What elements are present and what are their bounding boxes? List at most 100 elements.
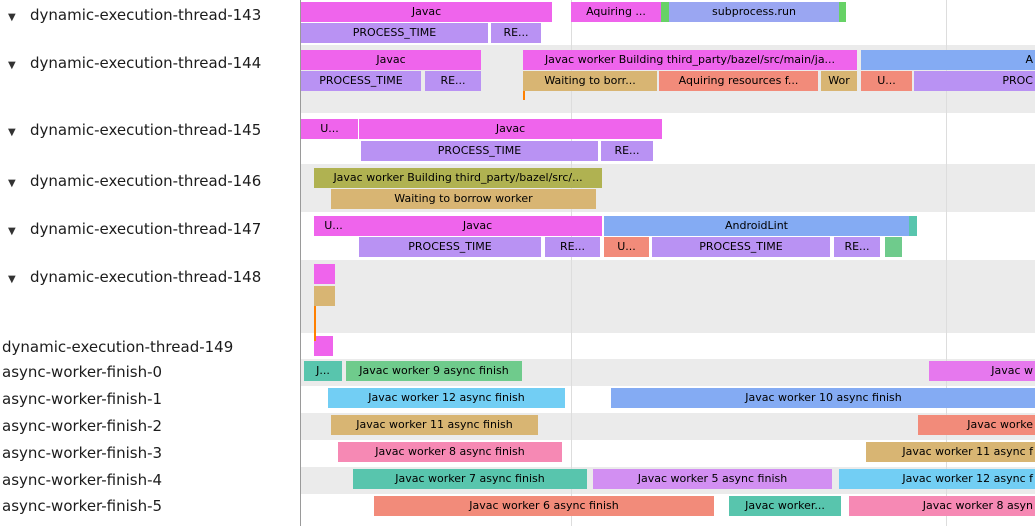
sidebar-row-async-worker-finish-0[interactable]: async-worker-finish-0 xyxy=(0,361,300,383)
trace-slice[interactable]: Javac worker 11 async finish xyxy=(331,415,538,435)
trace-slice[interactable]: Javac worker 12 async f xyxy=(839,469,1035,489)
trace-slice[interactable]: Javac xyxy=(359,119,662,139)
trace-slice[interactable]: Javac worker 11 async f xyxy=(866,442,1035,462)
trace-slice[interactable]: U... xyxy=(861,71,912,91)
trace-slice[interactable]: Wor xyxy=(821,71,857,91)
track-name-label: dynamic-execution-thread-148 xyxy=(30,268,262,286)
trace-slice[interactable]: RE... xyxy=(425,71,481,91)
collapse-arrow-icon[interactable]: ▼ xyxy=(8,127,16,138)
trace-slice[interactable]: Javac worker 8 asyn xyxy=(849,496,1035,516)
trace-slice-label: Javac worker 11 async f xyxy=(902,445,1033,458)
trace-slice-label: Javac xyxy=(411,5,442,18)
trace-slice[interactable]: U... xyxy=(604,237,649,257)
sidebar-row-dynamic-execution-thread-146[interactable]: ▼ dynamic-execution-thread-146 xyxy=(0,170,300,192)
trace-slice[interactable] xyxy=(909,216,917,236)
trace-slice[interactable]: RE... xyxy=(545,237,600,257)
track-name-label: dynamic-execution-thread-146 xyxy=(30,172,262,190)
trace-slice[interactable]: RE... xyxy=(491,23,541,43)
sidebar-row-async-worker-finish-1[interactable]: async-worker-finish-1 xyxy=(0,388,300,410)
collapse-arrow-icon[interactable]: ▼ xyxy=(8,60,16,71)
trace-slice[interactable]: Aquiring ... xyxy=(571,2,661,22)
sidebar-row-dynamic-execution-thread-148[interactable]: ▼ dynamic-execution-thread-148 xyxy=(0,266,300,288)
trace-slice-label: Javac xyxy=(462,219,493,232)
trace-slice[interactable]: Javac worker... xyxy=(729,496,841,516)
trace-slice[interactable]: Javac worker 8 async finish xyxy=(338,442,562,462)
trace-slice[interactable]: PROCESS_TIME xyxy=(359,237,541,257)
sidebar-row-async-worker-finish-3[interactable]: async-worker-finish-3 xyxy=(0,442,300,464)
trace-slice-label: Wor xyxy=(828,74,850,87)
trace-slice-label: U... xyxy=(877,74,896,87)
trace-slice-label: PROCESS_TIME xyxy=(699,240,783,253)
trace-slice[interactable] xyxy=(314,286,335,306)
sidebar-row-dynamic-execution-thread-149[interactable]: dynamic-execution-thread-149 xyxy=(0,336,300,358)
trace-slice-label: Javac xyxy=(495,122,526,135)
trace-slice[interactable] xyxy=(885,237,902,257)
trace-slice[interactable]: Javac worker Building third_party/bazel/… xyxy=(523,50,857,70)
trace-slice[interactable]: Javac worker 10 async finish xyxy=(611,388,1035,408)
collapse-arrow-icon[interactable]: ▼ xyxy=(8,274,16,285)
trace-slice-label: RE... xyxy=(440,74,466,87)
trace-slice[interactable]: Javac worker 12 async finish xyxy=(328,388,565,408)
trace-slice[interactable]: Aquiring resources f... xyxy=(659,71,818,91)
trace-slice[interactable]: J... xyxy=(304,361,342,381)
track-name-label: dynamic-execution-thread-143 xyxy=(30,6,262,24)
trace-slice-label: J... xyxy=(316,364,330,377)
trace-slice-label: RE... xyxy=(503,26,529,39)
trace-slice-label: Waiting to borrow worker xyxy=(394,192,533,205)
trace-slice-label: Javac worker 5 async finish xyxy=(637,472,788,485)
trace-slice[interactable]: PROCESS_TIME xyxy=(361,141,598,161)
sidebar-row-dynamic-execution-thread-144[interactable]: ▼ dynamic-execution-thread-144 xyxy=(0,52,300,74)
trace-slice-label: Javac worke xyxy=(967,418,1033,431)
sidebar-row-dynamic-execution-thread-145[interactable]: ▼ dynamic-execution-thread-145 xyxy=(0,119,300,141)
sidebar-row-dynamic-execution-thread-147[interactable]: ▼ dynamic-execution-thread-147 xyxy=(0,218,300,240)
track-name-label: dynamic-execution-thread-147 xyxy=(30,220,262,238)
trace-slice[interactable]: Javac worker 7 async finish xyxy=(353,469,587,489)
track-name-label: dynamic-execution-thread-149 xyxy=(2,338,234,356)
trace-slice[interactable]: PROCESS_TIME xyxy=(301,71,421,91)
trace-slice[interactable]: AndroidLint xyxy=(604,216,909,236)
trace-slice-label: Javac worker Building third_party/bazel/… xyxy=(333,171,583,184)
trace-slice[interactable]: RE... xyxy=(834,237,880,257)
trace-slice[interactable]: Javac w xyxy=(929,361,1035,381)
trace-slice[interactable]: PROCESS_TIME xyxy=(652,237,830,257)
timeline-canvas[interactable]: Javac Aquiring ... subprocess.run PROCESS_T… xyxy=(300,0,1035,526)
trace-slice[interactable]: Javac worke xyxy=(918,415,1035,435)
sidebar-row-async-worker-finish-4[interactable]: async-worker-finish-4 xyxy=(0,469,300,491)
trace-slice[interactable]: Javac xyxy=(301,2,552,22)
trace-slice[interactable]: RE... xyxy=(601,141,653,161)
trace-slice[interactable]: Waiting to borr... xyxy=(523,71,657,91)
trace-slice[interactable] xyxy=(314,264,335,284)
sidebar-row-async-worker-finish-5[interactable]: async-worker-finish-5 xyxy=(0,495,300,517)
trace-slice[interactable]: Waiting to borrow worker xyxy=(331,189,596,209)
trace-slice-label: PROC xyxy=(1002,74,1033,87)
trace-slice[interactable]: U... xyxy=(314,216,353,236)
trace-slice[interactable] xyxy=(661,2,669,22)
trace-slice[interactable]: Javac worker 6 async finish xyxy=(374,496,714,516)
trace-slice-label: PROCESS_TIME xyxy=(437,144,522,157)
trace-slice-label: RE... xyxy=(559,240,586,253)
trace-slice[interactable] xyxy=(839,2,846,22)
trace-slice[interactable] xyxy=(314,336,333,356)
collapse-arrow-icon[interactable]: ▼ xyxy=(8,178,16,189)
trace-slice[interactable]: PROCESS_TIME xyxy=(301,23,488,43)
trace-slice-label: RE... xyxy=(844,240,870,253)
time-gridline xyxy=(946,0,947,526)
sidebar-row-dynamic-execution-thread-143[interactable]: ▼ dynamic-execution-thread-143 xyxy=(0,4,300,26)
trace-slice[interactable]: PROC xyxy=(914,71,1035,91)
trace-slice[interactable]: Javac xyxy=(301,50,481,70)
collapse-arrow-icon[interactable]: ▼ xyxy=(8,226,16,237)
track-name-label: async-worker-finish-1 xyxy=(2,390,163,408)
collapse-arrow-icon[interactable]: ▼ xyxy=(8,12,16,23)
trace-slice[interactable]: subprocess.run xyxy=(669,2,839,22)
sidebar-row-async-worker-finish-2[interactable]: async-worker-finish-2 xyxy=(0,415,300,437)
trace-slice[interactable]: Javac worker Building third_party/bazel/… xyxy=(314,168,602,188)
trace-slice[interactable]: U... xyxy=(301,119,358,139)
trace-slice[interactable]: Javac worker 9 async finish xyxy=(346,361,522,381)
trace-slice-label: Javac worker... xyxy=(745,499,825,512)
instant-event-marker[interactable] xyxy=(314,306,316,341)
trace-slice[interactable]: Javac xyxy=(353,216,602,236)
instant-event-marker[interactable] xyxy=(523,91,525,100)
trace-slice[interactable]: A xyxy=(861,50,1035,70)
trace-slice[interactable]: Javac worker 5 async finish xyxy=(593,469,832,489)
